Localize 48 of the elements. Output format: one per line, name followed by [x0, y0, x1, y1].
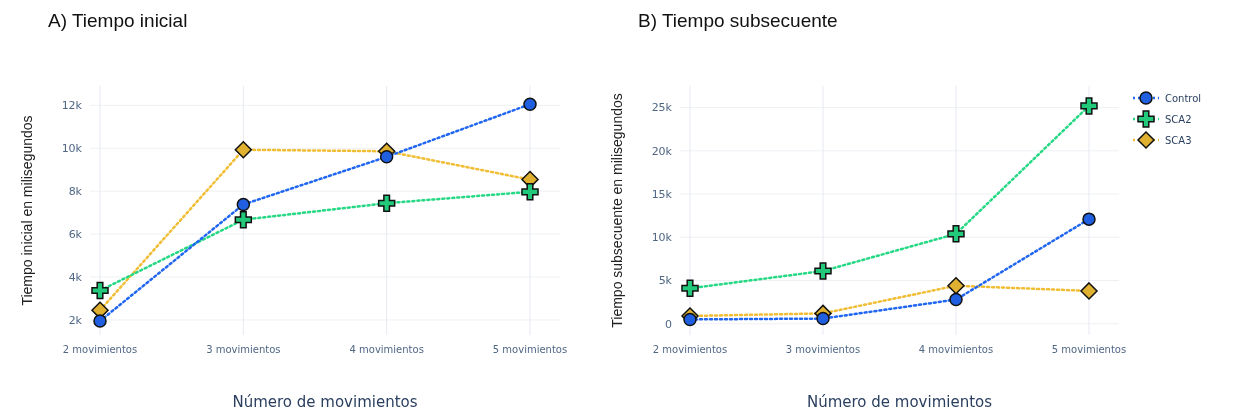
legend-label: SCA2 [1165, 113, 1192, 125]
point [379, 150, 394, 164]
point [236, 197, 251, 212]
point [947, 225, 965, 243]
point [91, 281, 109, 300]
point [947, 276, 965, 295]
x-tick-label: 3 movimientos [206, 344, 281, 355]
x-tick-label: 4 movimientos [349, 344, 424, 355]
point [377, 194, 396, 212]
y-axis-title: Tiempo inicial en milisegundos [19, 115, 35, 306]
point [234, 210, 253, 229]
y-axis-title: Tiempo subsecuente en milisegundos [609, 93, 625, 328]
y-tick-label: 20k [651, 144, 673, 158]
point [683, 312, 697, 327]
legend-label: Control [1165, 92, 1202, 104]
x-tick-label: 5 movimientos [492, 344, 568, 355]
y-tick-label: 6k [68, 227, 83, 241]
point [816, 311, 830, 326]
x-tick-label: 2 movimientos [62, 344, 138, 355]
y-tick-label: 5k [658, 274, 673, 288]
point [681, 279, 699, 298]
x-tick-label: 3 movimientos [785, 344, 861, 355]
point [1080, 97, 1098, 115]
chart-title: A) Tiempo inicial [48, 10, 188, 31]
legend-label: SCA3 [1165, 134, 1192, 146]
y-tick-label: 10k [651, 231, 673, 245]
y-tick-label: 10k [61, 142, 83, 156]
y-tick-label: 0 [665, 317, 672, 331]
y-tick-label: 2k [68, 313, 83, 327]
y-tick-label: 15k [651, 187, 673, 201]
x-tick-label: 4 movimientos [918, 344, 994, 355]
point [521, 183, 539, 201]
point [523, 97, 537, 111]
x-tick-label: 5 movimientos [1051, 344, 1127, 355]
point [814, 262, 832, 280]
chart-title: B) Tiempo subsecuente [638, 10, 838, 31]
point [93, 314, 107, 328]
point [1082, 212, 1096, 226]
y-tick-label: 25k [651, 101, 673, 115]
point [1080, 282, 1098, 300]
y-tick-label: 4k [68, 270, 83, 284]
point [234, 141, 253, 159]
y-tick-label: 12k [61, 99, 83, 113]
x-axis-title: Número de movimientos [232, 393, 418, 411]
x-axis-title: Número de movimientos [806, 393, 993, 411]
point [949, 292, 963, 307]
y-tick-label: 8k [68, 185, 83, 199]
x-tick-label: 2 movimientos [652, 344, 728, 355]
